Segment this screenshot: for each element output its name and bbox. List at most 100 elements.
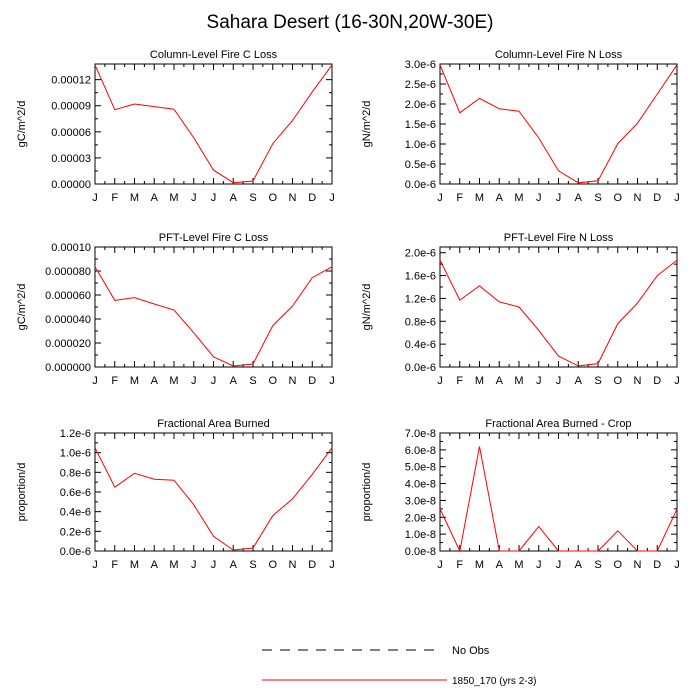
panel-3-ytick-label: 0.000020 [45, 338, 91, 350]
panel-6-ytick-label: 1.0e-8 [405, 529, 436, 541]
panel-3-xtick-label: A [151, 375, 159, 387]
panel-6-ytick-label: 5.0e-8 [405, 462, 436, 474]
panel-6-ytick-label: 6.0e-8 [405, 445, 436, 457]
panel-1-ytick-label: 0.00003 [51, 153, 91, 165]
panel-1-xtick-label: A [230, 192, 238, 204]
panel-4-ylabel: gN/m^2/d [361, 284, 373, 331]
panel-5-xtick-label: J [191, 559, 197, 571]
panel-2-xtick-label: O [613, 192, 622, 204]
panel-3-ytick-label: 0.000060 [45, 290, 91, 302]
panel-4-xtick-label: M [514, 375, 523, 387]
panel-4-xtick-label: A [496, 375, 504, 387]
panel-2-xtick-label: J [536, 192, 542, 204]
panel-4-ytick-label: 1.6e-6 [405, 271, 436, 283]
panel-1-xtick-label: D [308, 192, 316, 204]
panel-1-ytick-label: 0.00000 [51, 179, 91, 191]
panel-6-xtick-label: S [594, 559, 601, 571]
panel-3-xtick-label: S [249, 375, 256, 387]
panel-1-xtick-label: M [130, 192, 139, 204]
panel-3-frame [94, 246, 333, 368]
panel-3-xtick-label: D [308, 375, 316, 387]
panel-5-xtick-label: M [130, 559, 139, 571]
panel-1-xtick-label: S [249, 192, 256, 204]
panel-1-ytick-label: 0.00012 [51, 75, 91, 87]
panel-1-title: Column-Level Fire C Loss [150, 49, 278, 61]
panel-4-xtick-label: D [653, 375, 661, 387]
panel-3-ytick-label: 0.00010 [51, 242, 91, 254]
panel-5-ytick-label: 0.0e-6 [60, 546, 91, 558]
panel-6-xtick-label: N [634, 559, 642, 571]
panel-3-xtick-label: N [289, 375, 297, 387]
panel-6-series-line [439, 446, 678, 553]
panel-2-xtick-label: M [514, 192, 523, 204]
panel-2-ytick-label: 3.0e-6 [405, 59, 436, 71]
panel-3-ytick-label: 0.000040 [45, 314, 91, 326]
panel-4-ytick-label: 0.4e-6 [405, 339, 436, 351]
panel-5-xtick-label: A [230, 559, 238, 571]
panel-2-ytick-label: 1.0e-6 [405, 139, 436, 151]
panel-3-xtick-label: J [329, 375, 335, 387]
panel-2-ytick-label: 2.0e-6 [405, 99, 436, 111]
panel-6-ytick-label: 0.0e-8 [405, 546, 436, 558]
panel-1-xtick-label: J [329, 192, 335, 204]
panel-2-ytick-label: 0.5e-6 [405, 159, 436, 171]
panel-4-title: PFT-Level Fire N Loss [504, 232, 614, 244]
panel-5-xtick-label: J [92, 559, 98, 571]
panel-2-ytick-label: 1.5e-6 [405, 119, 436, 131]
panel-6-ytick-label: 4.0e-8 [405, 479, 436, 491]
panel-5-ytick-label: 1.2e-6 [60, 428, 91, 440]
panel-4-xtick-label: J [536, 375, 542, 387]
panel-2-frame [439, 63, 678, 185]
panel-2-ytick-label: 2.5e-6 [405, 79, 436, 91]
panel-4-xtick-label: O [613, 375, 622, 387]
panel-1-xtick-label: J [211, 192, 217, 204]
panel-6-xtick-label: A [496, 559, 504, 571]
panel-3-ytick-label: 0.000080 [45, 266, 91, 278]
panel-5-xtick-label: F [111, 559, 118, 571]
panel-3-xtick-label: M [169, 375, 178, 387]
panel-2-xtick-label: A [575, 192, 583, 204]
panel-3-xtick-label: O [268, 375, 277, 387]
panel-1-xtick-label: J [92, 192, 98, 204]
panel-5-xtick-label: J [329, 559, 335, 571]
panel-1-xtick-label: A [151, 192, 159, 204]
panel-1-xtick-label: N [289, 192, 297, 204]
panel-3-title: PFT-Level Fire C Loss [159, 232, 269, 244]
page-title: Sahara Desert (16-30N,20W-30E) [206, 12, 494, 33]
panel-4-ytick-label: 0.0e-6 [405, 362, 436, 374]
panel-3-xtick-label: F [111, 375, 118, 387]
panel-1-xtick-label: O [268, 192, 277, 204]
panel-3-xtick-label: J [211, 375, 217, 387]
panel-4-xtick-label: M [475, 375, 484, 387]
panel-6-xtick-label: J [437, 559, 443, 571]
panel-4-xtick-label: N [634, 375, 642, 387]
panel-5-xtick-label: D [308, 559, 316, 571]
panel-6-ytick-label: 3.0e-8 [405, 495, 436, 507]
panel-2-xtick-label: J [556, 192, 562, 204]
panel-4-xtick-label: A [575, 375, 583, 387]
panel-2-xtick-label: N [634, 192, 642, 204]
panel-4-ytick-label: 0.8e-6 [405, 316, 436, 328]
panel-6-xtick-label: D [653, 559, 661, 571]
panel-6-xtick-label: J [536, 559, 542, 571]
panel-3-xtick-label: J [191, 375, 197, 387]
panel-5-ytick-label: 0.8e-6 [60, 467, 91, 479]
panel-6-xtick-label: O [613, 559, 622, 571]
panel-3-ytick-label: 0.000000 [45, 362, 91, 374]
panel-5-xtick-label: O [268, 559, 277, 571]
panel-6-title: Fractional Area Burned - Crop [485, 418, 631, 430]
panel-6-ytick-label: 2.0e-8 [405, 512, 436, 524]
panel-3-xtick-label: A [230, 375, 238, 387]
panel-3-xtick-label: J [92, 375, 98, 387]
panel-5-xtick-label: A [151, 559, 159, 571]
panel-5-ylabel: proportion/d [16, 463, 28, 522]
panel-2-series-line [439, 64, 678, 184]
panel-2-xtick-label: S [594, 192, 601, 204]
panel-4-ytick-label: 1.2e-6 [405, 293, 436, 305]
panel-6-ytick-label: 7.0e-8 [405, 428, 436, 440]
panel-5-series-line [94, 447, 333, 551]
panel-1-ylabel: gC/m^2/d [16, 101, 28, 148]
panel-6-xtick-label: J [556, 559, 562, 571]
panel-5-title: Fractional Area Burned [157, 418, 270, 430]
